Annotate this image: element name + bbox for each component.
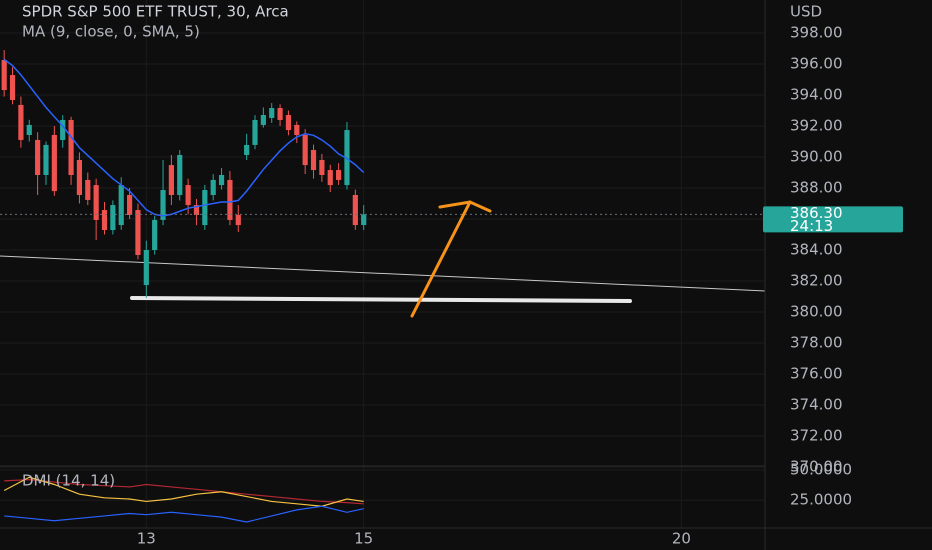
candle-body xyxy=(51,135,57,192)
candle-body xyxy=(344,130,350,186)
candle-body xyxy=(336,170,342,180)
x-tick-label: 15 xyxy=(354,530,373,548)
candle-body xyxy=(35,139,41,175)
candle-body xyxy=(168,165,174,195)
y-tick-label: 50.0000 xyxy=(790,460,852,478)
candle-body xyxy=(277,108,283,120)
candle-body xyxy=(285,115,292,131)
candle-body xyxy=(76,159,83,195)
candle-body xyxy=(235,214,241,226)
candle-body xyxy=(260,115,266,125)
y-tick-label: 390.00 xyxy=(790,148,843,166)
grid xyxy=(0,0,765,528)
candle-body xyxy=(352,194,358,226)
candle-body xyxy=(294,124,300,136)
marks xyxy=(0,50,765,523)
y-tick-label: 388.00 xyxy=(790,179,843,197)
arrow-drawing xyxy=(410,200,492,318)
candle-body xyxy=(202,190,208,226)
dmi-title: DMI (14, 14) xyxy=(22,472,115,490)
candle-body xyxy=(319,159,325,175)
currency: USD xyxy=(790,3,822,21)
candle-body xyxy=(327,170,333,186)
ma-legend: MA (9, close, 0, SMA, 5) xyxy=(22,23,200,41)
last-price-label: 386.30 xyxy=(790,204,843,222)
candle-body xyxy=(110,205,116,231)
indicator-line xyxy=(4,505,364,523)
candle-body xyxy=(252,119,258,145)
chart-title: SPDR S&P 500 ETF TRUST, 30, Arca xyxy=(22,3,289,21)
candle-body xyxy=(218,174,225,186)
y-tick-label: 378.00 xyxy=(790,334,843,352)
candle-body xyxy=(18,104,24,140)
candle-body xyxy=(135,210,141,255)
candle-body xyxy=(227,179,233,220)
candle-body xyxy=(310,150,317,171)
candle-body xyxy=(85,179,91,200)
support-line-drawing xyxy=(130,296,632,303)
y-tick-label: 396.00 xyxy=(790,55,843,73)
x-tick-label: 20 xyxy=(672,530,691,548)
y-tick-label: 370.00 xyxy=(790,458,843,476)
candle-body xyxy=(160,190,166,220)
candle-body xyxy=(26,124,32,136)
y-tick-label: 380.00 xyxy=(790,303,843,321)
candle-body xyxy=(43,144,49,175)
candle-body xyxy=(126,194,133,215)
candle-body xyxy=(60,119,66,140)
candle-body xyxy=(118,185,124,226)
y-tick-label: 372.00 xyxy=(790,427,843,445)
indicator-line xyxy=(3,476,364,507)
candle-body xyxy=(361,214,367,226)
candle-body xyxy=(302,135,308,166)
y-tick-label: 384.00 xyxy=(790,241,843,259)
candle-body xyxy=(177,155,183,195)
y-tick-label: 376.00 xyxy=(790,365,843,383)
candle-body xyxy=(68,119,74,175)
candle-body xyxy=(269,108,275,118)
candle-body xyxy=(193,205,200,215)
y-tick-label: 382.00 xyxy=(790,272,843,290)
candle-body xyxy=(101,210,108,231)
last-price-badge xyxy=(763,206,903,233)
y-tick-label: 394.00 xyxy=(790,86,843,104)
y-tick-label: 374.00 xyxy=(790,396,843,414)
y-tick-label: 398.00 xyxy=(790,24,843,42)
arrow-shaft xyxy=(410,200,472,318)
trend-line-drawing xyxy=(0,255,766,292)
y-tick-label: 392.00 xyxy=(790,117,843,135)
candle-body xyxy=(185,185,191,206)
candle-body xyxy=(93,185,99,220)
x-tick-label: 13 xyxy=(137,530,156,548)
arrow-head xyxy=(438,200,492,213)
candle-body xyxy=(152,219,158,251)
candle-body xyxy=(9,75,16,100)
candle-body xyxy=(244,144,250,155)
countdown-label: 24:13 xyxy=(790,217,833,235)
candle-body xyxy=(143,250,149,286)
moving-average-line xyxy=(3,58,365,217)
candle-body xyxy=(210,179,216,195)
labels: 13 15 20 398.00 396.00 394.00 392.00 390.00 388.… xyxy=(137,24,903,548)
candle-body xyxy=(1,59,7,91)
y-tick-label: 25.0000 xyxy=(790,491,852,509)
indicator-line xyxy=(4,479,364,505)
